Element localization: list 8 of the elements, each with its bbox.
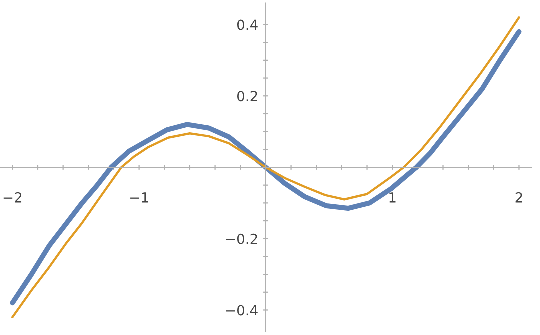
y-tick-label: −0.2 bbox=[226, 234, 258, 244]
x-tick-label: −2 bbox=[4, 192, 22, 203]
x-tick-label: 1 bbox=[390, 192, 396, 203]
x-tick-label: −1 bbox=[130, 192, 148, 203]
y-tick-label: −0.4 bbox=[226, 305, 258, 316]
x-tick-label: 2 bbox=[516, 192, 522, 203]
y-tick-label: 0.4 bbox=[237, 20, 258, 30]
y-tick-label: 0.2 bbox=[237, 91, 258, 102]
